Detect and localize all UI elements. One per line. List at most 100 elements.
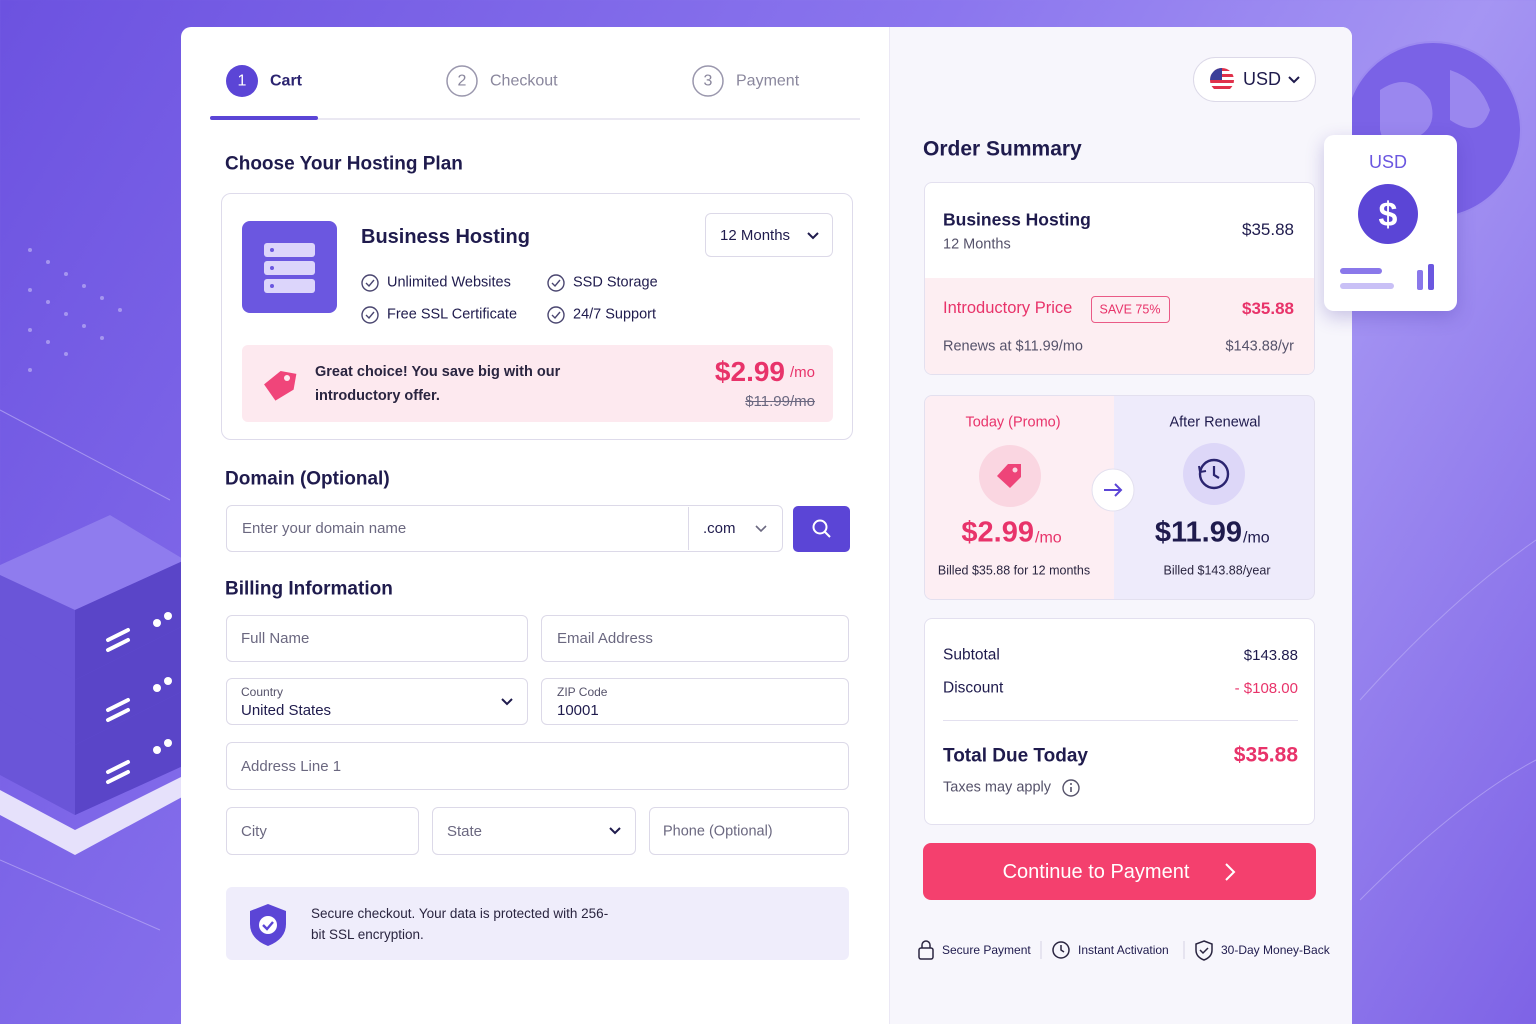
subtotal-label: Subtotal	[943, 646, 1000, 664]
input[interactable]	[541, 615, 849, 662]
country-select[interactable]	[226, 678, 528, 725]
step-number: 3	[703, 72, 713, 90]
placeholder: Phone (Optional)	[663, 823, 773, 840]
security-note	[226, 887, 849, 960]
field-value: 10001	[557, 702, 599, 719]
shield-icon	[250, 904, 286, 946]
promo-banner	[242, 345, 833, 422]
price-unit: /mo	[1243, 529, 1270, 547]
feature-checks	[361, 274, 379, 324]
flag-icon	[1210, 68, 1234, 92]
chevron	[807, 232, 819, 240]
term-select[interactable]	[705, 213, 833, 257]
badge	[1091, 296, 1170, 323]
state-select[interactable]	[432, 807, 636, 855]
summary-card	[924, 182, 1315, 375]
input[interactable]	[541, 678, 849, 725]
stepper-graphics	[210, 65, 860, 120]
feature: SSD Storage	[573, 274, 658, 291]
discount-label: Discount	[943, 679, 1004, 697]
section-heading: Billing Information	[225, 578, 393, 600]
domain-input[interactable]	[226, 505, 783, 552]
placeholder: City	[241, 823, 267, 840]
step-label[interactable]: Cart	[270, 72, 303, 90]
info-icon[interactable]	[1061, 778, 1081, 798]
promo-price: $2.99	[714, 356, 785, 388]
section-heading: Order Summary	[923, 137, 1082, 161]
billed-note: Billed $35.88 for 12 months	[937, 563, 1091, 578]
today-label: Today (Promo)	[965, 414, 1061, 431]
feature: Free SSL Certificate	[387, 306, 518, 323]
chevron	[609, 827, 621, 835]
plan-card[interactable]	[221, 193, 853, 440]
chevron	[1288, 76, 1300, 84]
comparison-icons	[979, 443, 1245, 507]
trust-item: Instant Activation	[1078, 942, 1169, 957]
chevron	[501, 698, 513, 706]
input[interactable]	[226, 615, 528, 662]
divider	[943, 720, 1298, 721]
arrow-icon	[1091, 468, 1135, 512]
field-label: Country	[241, 684, 284, 699]
chevron	[1225, 863, 1236, 881]
intro-price: $35.88	[1242, 298, 1294, 318]
search-button[interactable]	[793, 506, 850, 552]
step-number: 2	[457, 72, 467, 90]
item-name: Business Hosting	[943, 209, 1091, 230]
price-unit: /mo	[1035, 529, 1062, 547]
subtotal-value: $143.88	[1243, 647, 1298, 664]
step-label[interactable]: Payment	[736, 72, 800, 90]
placeholder: State	[447, 823, 483, 840]
currency-code: USD	[1243, 69, 1282, 90]
tag-icon	[264, 371, 297, 401]
trust-item: Secure Payment	[942, 942, 1031, 957]
placeholder: Enter your domain name	[242, 520, 407, 537]
placeholder: Email Address	[557, 630, 653, 647]
svg-text:$: $	[1379, 196, 1398, 234]
widget-currency: USD	[1368, 152, 1408, 173]
trust-item: 30-Day Money-Back	[1221, 942, 1330, 957]
item-term: 12 Months	[943, 236, 1011, 253]
badge-text: SAVE 75%	[1099, 302, 1161, 317]
trust-icons	[918, 940, 1213, 961]
billed-note: Billed $143.88/year	[1163, 563, 1271, 578]
intro-label: Introductory Price	[943, 299, 1073, 318]
chevron	[755, 525, 767, 533]
button-label: Continue to Payment	[1002, 861, 1190, 883]
input[interactable]	[649, 807, 849, 855]
step-number: 1	[237, 72, 247, 90]
divider	[688, 507, 689, 550]
placeholder: Full Name	[241, 630, 310, 647]
field-label: ZIP Code	[557, 684, 608, 699]
feature-checks	[547, 274, 565, 324]
plan-icon	[242, 221, 337, 313]
renewal-note: Renews at $11.99/mo	[943, 338, 1083, 355]
feature: Unlimited Websites	[387, 274, 511, 291]
discount-value: - $108.00	[1234, 680, 1298, 697]
renewal-price: $143.88/yr	[1225, 338, 1294, 355]
tld-select[interactable]: .com	[703, 520, 736, 537]
after-price: $11.99	[1154, 516, 1242, 549]
tax-note: Taxes may apply	[943, 779, 1051, 796]
security-text: Secure checkout. Your data is protected …	[311, 906, 609, 942]
field-value: United States	[241, 702, 332, 719]
input[interactable]	[226, 742, 849, 790]
totals-card	[924, 618, 1315, 825]
total-value: $35.88	[1233, 743, 1298, 767]
section-heading: Domain (Optional)	[225, 468, 390, 490]
step-label[interactable]: Checkout	[490, 72, 558, 90]
feature: 24/7 Support	[573, 306, 657, 323]
today-price: $2.99	[961, 516, 1034, 549]
old-price: $11.99/mo	[745, 393, 815, 410]
placeholder: Address Line 1	[241, 758, 342, 775]
price-unit: /mo	[789, 364, 815, 381]
continue-button[interactable]	[923, 843, 1316, 900]
input[interactable]	[226, 807, 419, 855]
plan-name: Business Hosting	[361, 226, 530, 248]
dollar-icon: $	[1340, 184, 1434, 290]
after-label: After Renewal	[1169, 414, 1261, 431]
promo-text: Great choice! You save big with our intr…	[315, 364, 561, 404]
